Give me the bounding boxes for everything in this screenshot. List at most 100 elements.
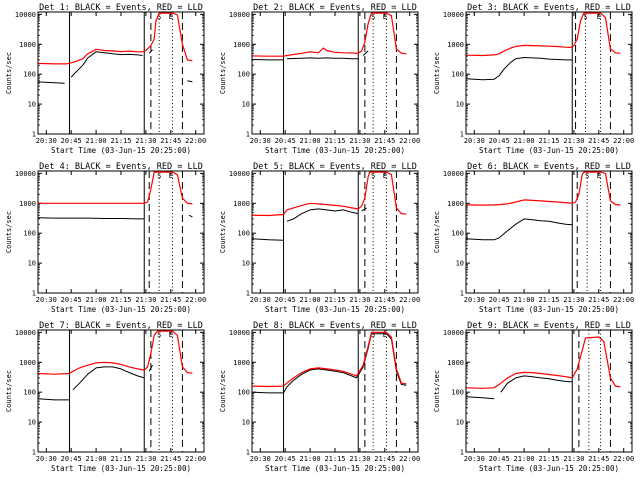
y-tick-label: 100	[237, 71, 250, 79]
y-axis-label: Counts/sec	[433, 52, 441, 94]
y-tick-label: 10000	[15, 11, 36, 19]
y-tick-label: 1	[246, 290, 250, 298]
marker-label: S	[157, 13, 161, 21]
y-tick-label: 10000	[229, 170, 250, 178]
detector-panel-7: Det 7: BLACK = Events, RED = LLD Counts/s…	[5, 321, 206, 473]
x-tick-label: 21:45	[588, 137, 609, 145]
x-tick-label: 21:15	[110, 137, 131, 145]
x-axis-title: Start Time (03-Jun-15 20:25:00)	[479, 146, 619, 155]
x-tick-label: 20:45	[61, 455, 82, 463]
x-tick-label: 21:15	[110, 296, 131, 304]
x-tick-label: 21:30	[135, 137, 156, 145]
x-axis-title: Start Time (03-Jun-15 20:25:00)	[265, 464, 405, 473]
x-tick-label: 21:00	[300, 137, 321, 145]
detector-panel-2: Det 2: BLACK = Events, RED = LLD Counts/s…	[219, 3, 420, 155]
y-tick-label: 10000	[229, 11, 250, 19]
y-tick-label: 100	[451, 389, 464, 397]
panel-title: Det 7: BLACK = Events, RED = LLD	[39, 321, 203, 331]
y-tick-label: 100	[23, 230, 36, 238]
lld-series-line	[37, 330, 193, 375]
x-tick-label: 21:30	[563, 296, 584, 304]
detector-panel-6: Det 6: BLACK = Events, RED = LLD Counts/s…	[433, 162, 634, 314]
x-tick-label: 21:00	[86, 137, 107, 145]
x-tick-label: 21:45	[374, 296, 395, 304]
marker-label: S	[585, 172, 589, 180]
y-axis-label: Counts/sec	[219, 52, 227, 94]
marker-label: E	[597, 13, 601, 21]
x-tick-label: 22:00	[399, 137, 420, 145]
y-tick-label: 10000	[443, 11, 464, 19]
marker-label: S	[157, 172, 161, 180]
y-tick-label: 10000	[443, 170, 464, 178]
x-axis-title: Start Time (03-Jun-15 20:25:00)	[479, 305, 619, 314]
y-tick-label: 10	[242, 101, 250, 109]
y-tick-label: 10	[242, 260, 250, 268]
lld-series-line	[251, 331, 407, 388]
x-axis-title: Start Time (03-Jun-15 20:25:00)	[51, 464, 191, 473]
y-tick-label: 1000	[233, 41, 250, 49]
y-tick-label: 1	[32, 290, 36, 298]
x-tick-label: 20:30	[464, 137, 485, 145]
marker-label: S	[157, 331, 161, 339]
x-tick-label: 21:15	[538, 455, 559, 463]
x-tick-label: 20:30	[250, 455, 271, 463]
x-tick-label: 20:45	[275, 137, 296, 145]
x-tick-label: 21:30	[349, 296, 370, 304]
x-tick-label: 21:00	[514, 296, 535, 304]
marker-label: E	[169, 331, 173, 339]
y-tick-label: 10	[456, 260, 464, 268]
x-tick-label: 21:30	[135, 455, 156, 463]
marker-label: E	[383, 172, 387, 180]
panel-title: Det 1: BLACK = Events, RED = LLD	[39, 3, 203, 13]
plot-frame	[37, 170, 205, 294]
x-tick-label: 20:30	[464, 296, 485, 304]
x-tick-label: 21:30	[563, 455, 584, 463]
y-axis-label: Counts/sec	[219, 370, 227, 412]
panel-title: Det 8: BLACK = Events, RED = LLD	[253, 321, 417, 331]
panel-title: Det 2: BLACK = Events, RED = LLD	[253, 3, 417, 13]
marker-label: E	[597, 172, 601, 180]
events-series-line	[251, 333, 407, 394]
x-tick-label: 20:30	[36, 455, 57, 463]
y-tick-label: 10000	[443, 329, 464, 337]
x-tick-label: 21:00	[300, 455, 321, 463]
x-tick-label: 21:15	[538, 137, 559, 145]
lld-series-line	[251, 171, 407, 217]
y-tick-label: 1	[246, 449, 250, 457]
y-tick-label: 1	[460, 131, 464, 139]
lld-series-line	[465, 12, 621, 57]
panel-title: Det 4: BLACK = Events, RED = LLD	[39, 162, 203, 172]
y-tick-label: 1000	[19, 359, 36, 367]
x-tick-label: 22:00	[613, 455, 634, 463]
events-series-line	[37, 364, 153, 401]
panel-title: Det 6: BLACK = Events, RED = LLD	[467, 162, 631, 172]
x-tick-label: 20:45	[489, 137, 510, 145]
y-tick-label: 100	[23, 389, 36, 397]
marker-label: S	[371, 331, 375, 339]
x-tick-label: 21:45	[374, 455, 395, 463]
y-tick-label: 1000	[19, 41, 36, 49]
x-axis-title: Start Time (03-Jun-15 20:25:00)	[51, 146, 191, 155]
x-tick-label: 20:30	[250, 137, 271, 145]
marker-label: E	[383, 13, 387, 21]
events-series-line	[251, 50, 369, 61]
y-tick-label: 10000	[15, 329, 36, 337]
marker-label: S	[371, 172, 375, 180]
marker-label: S	[371, 13, 375, 21]
x-tick-label: 21:45	[160, 296, 181, 304]
lld-series-line	[37, 12, 193, 65]
x-tick-label: 20:45	[489, 296, 510, 304]
x-tick-label: 21:45	[374, 137, 395, 145]
x-axis-title: Start Time (03-Jun-15 20:25:00)	[51, 305, 191, 314]
y-tick-label: 100	[237, 389, 250, 397]
plot-frame	[37, 11, 205, 135]
x-tick-label: 22:00	[399, 455, 420, 463]
x-tick-label: 20:30	[250, 296, 271, 304]
x-tick-label: 20:45	[275, 296, 296, 304]
x-tick-label: 21:15	[110, 455, 131, 463]
y-tick-label: 1000	[19, 200, 36, 208]
x-tick-label: 21:00	[514, 137, 535, 145]
marker-label: S	[583, 13, 587, 21]
lld-series-line	[251, 12, 407, 57]
events-series-line	[465, 57, 573, 81]
